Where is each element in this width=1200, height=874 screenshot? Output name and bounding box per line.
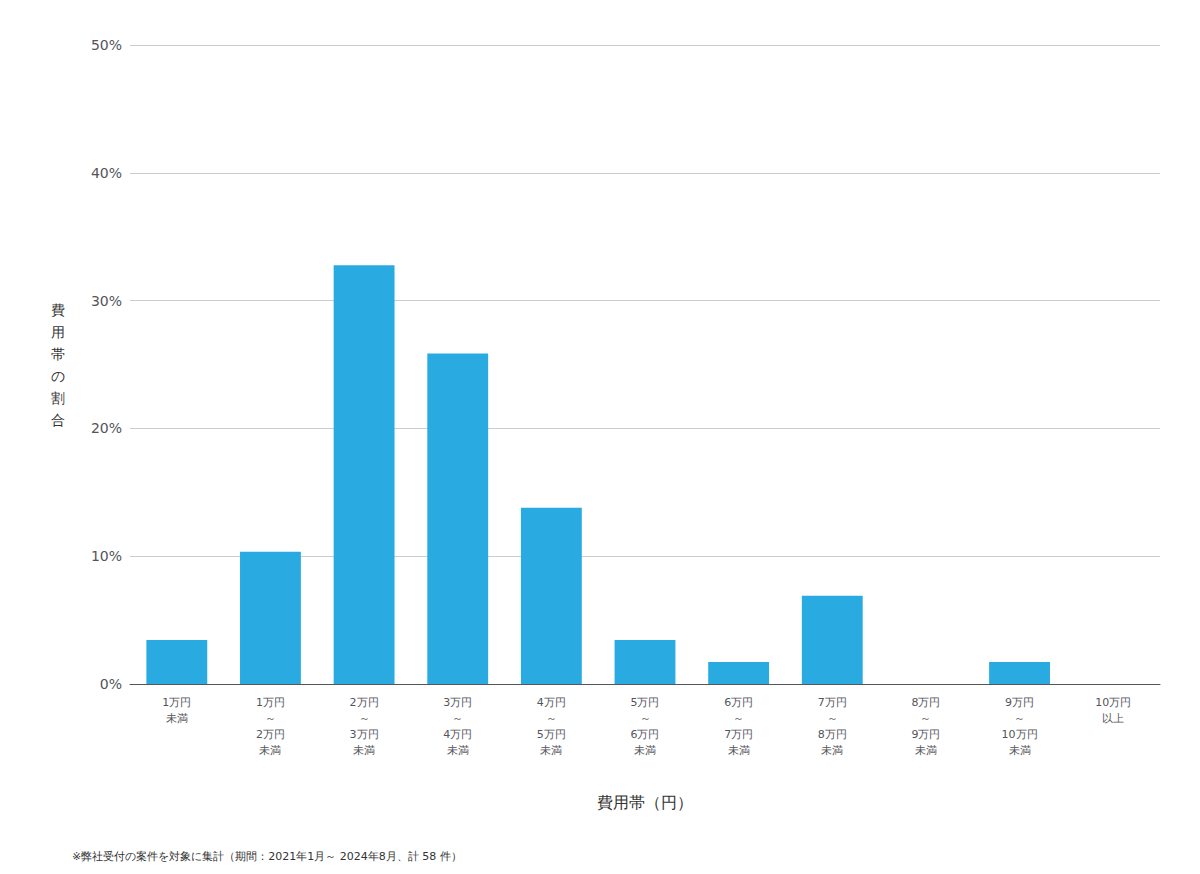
svg-text:～: ～ bbox=[827, 712, 838, 725]
svg-text:費: 費 bbox=[51, 302, 65, 318]
svg-text:未満: 未満 bbox=[634, 744, 656, 757]
svg-text:50%: 50% bbox=[91, 37, 122, 53]
svg-text:1万円: 1万円 bbox=[256, 696, 285, 709]
svg-text:9万円: 9万円 bbox=[1005, 696, 1034, 709]
svg-text:40%: 40% bbox=[91, 165, 122, 181]
svg-text:未満: 未満 bbox=[821, 744, 843, 757]
svg-text:5万円: 5万円 bbox=[537, 728, 566, 741]
svg-text:8万円: 8万円 bbox=[818, 728, 847, 741]
svg-text:未満: 未満 bbox=[259, 744, 281, 757]
svg-text:5万円: 5万円 bbox=[631, 696, 660, 709]
svg-text:～: ～ bbox=[733, 712, 744, 725]
svg-text:10万円: 10万円 bbox=[1095, 696, 1131, 709]
svg-text:30%: 30% bbox=[91, 293, 122, 309]
svg-text:合: 合 bbox=[51, 412, 65, 428]
svg-text:～: ～ bbox=[1014, 712, 1025, 725]
svg-text:未満: 未満 bbox=[166, 712, 188, 725]
svg-text:10万円: 10万円 bbox=[1002, 728, 1038, 741]
svg-text:0%: 0% bbox=[100, 676, 122, 692]
svg-text:帯: 帯 bbox=[51, 346, 65, 362]
svg-text:未満: 未満 bbox=[1009, 744, 1031, 757]
svg-text:6万円: 6万円 bbox=[724, 696, 753, 709]
svg-text:7万円: 7万円 bbox=[818, 696, 847, 709]
svg-text:6万円: 6万円 bbox=[631, 728, 660, 741]
svg-text:未満: 未満 bbox=[915, 744, 937, 757]
svg-text:3万円: 3万円 bbox=[350, 728, 379, 741]
svg-text:費用帯（円）: 費用帯（円） bbox=[597, 793, 693, 812]
svg-text:割: 割 bbox=[51, 390, 65, 406]
svg-text:未満: 未満 bbox=[728, 744, 750, 757]
svg-text:～: ～ bbox=[920, 712, 931, 725]
svg-text:2万円: 2万円 bbox=[256, 728, 285, 741]
svg-text:※弊社受付の案件を対象に集計（期間：2021年1月～ 202: ※弊社受付の案件を対象に集計（期間：2021年1月～ 2024年8月、計 58 … bbox=[72, 850, 462, 863]
svg-text:3万円: 3万円 bbox=[443, 696, 472, 709]
svg-text:未満: 未満 bbox=[540, 744, 562, 757]
svg-text:2万円: 2万円 bbox=[350, 696, 379, 709]
svg-text:1万円: 1万円 bbox=[162, 696, 191, 709]
svg-text:10%: 10% bbox=[91, 548, 122, 564]
svg-text:未満: 未満 bbox=[353, 744, 375, 757]
svg-text:～: ～ bbox=[452, 712, 463, 725]
svg-text:～: ～ bbox=[359, 712, 370, 725]
svg-text:～: ～ bbox=[640, 712, 651, 725]
svg-text:以上: 以上 bbox=[1102, 712, 1124, 725]
svg-text:用: 用 bbox=[51, 324, 65, 340]
svg-text:7万円: 7万円 bbox=[724, 728, 753, 741]
svg-text:～: ～ bbox=[546, 712, 557, 725]
svg-text:4万円: 4万円 bbox=[443, 728, 472, 741]
svg-text:の: の bbox=[51, 368, 65, 384]
svg-text:9万円: 9万円 bbox=[911, 728, 940, 741]
svg-text:未満: 未満 bbox=[447, 744, 469, 757]
svg-text:～: ～ bbox=[265, 712, 276, 725]
svg-text:8万円: 8万円 bbox=[911, 696, 940, 709]
svg-text:20%: 20% bbox=[91, 420, 122, 436]
svg-text:4万円: 4万円 bbox=[537, 696, 566, 709]
